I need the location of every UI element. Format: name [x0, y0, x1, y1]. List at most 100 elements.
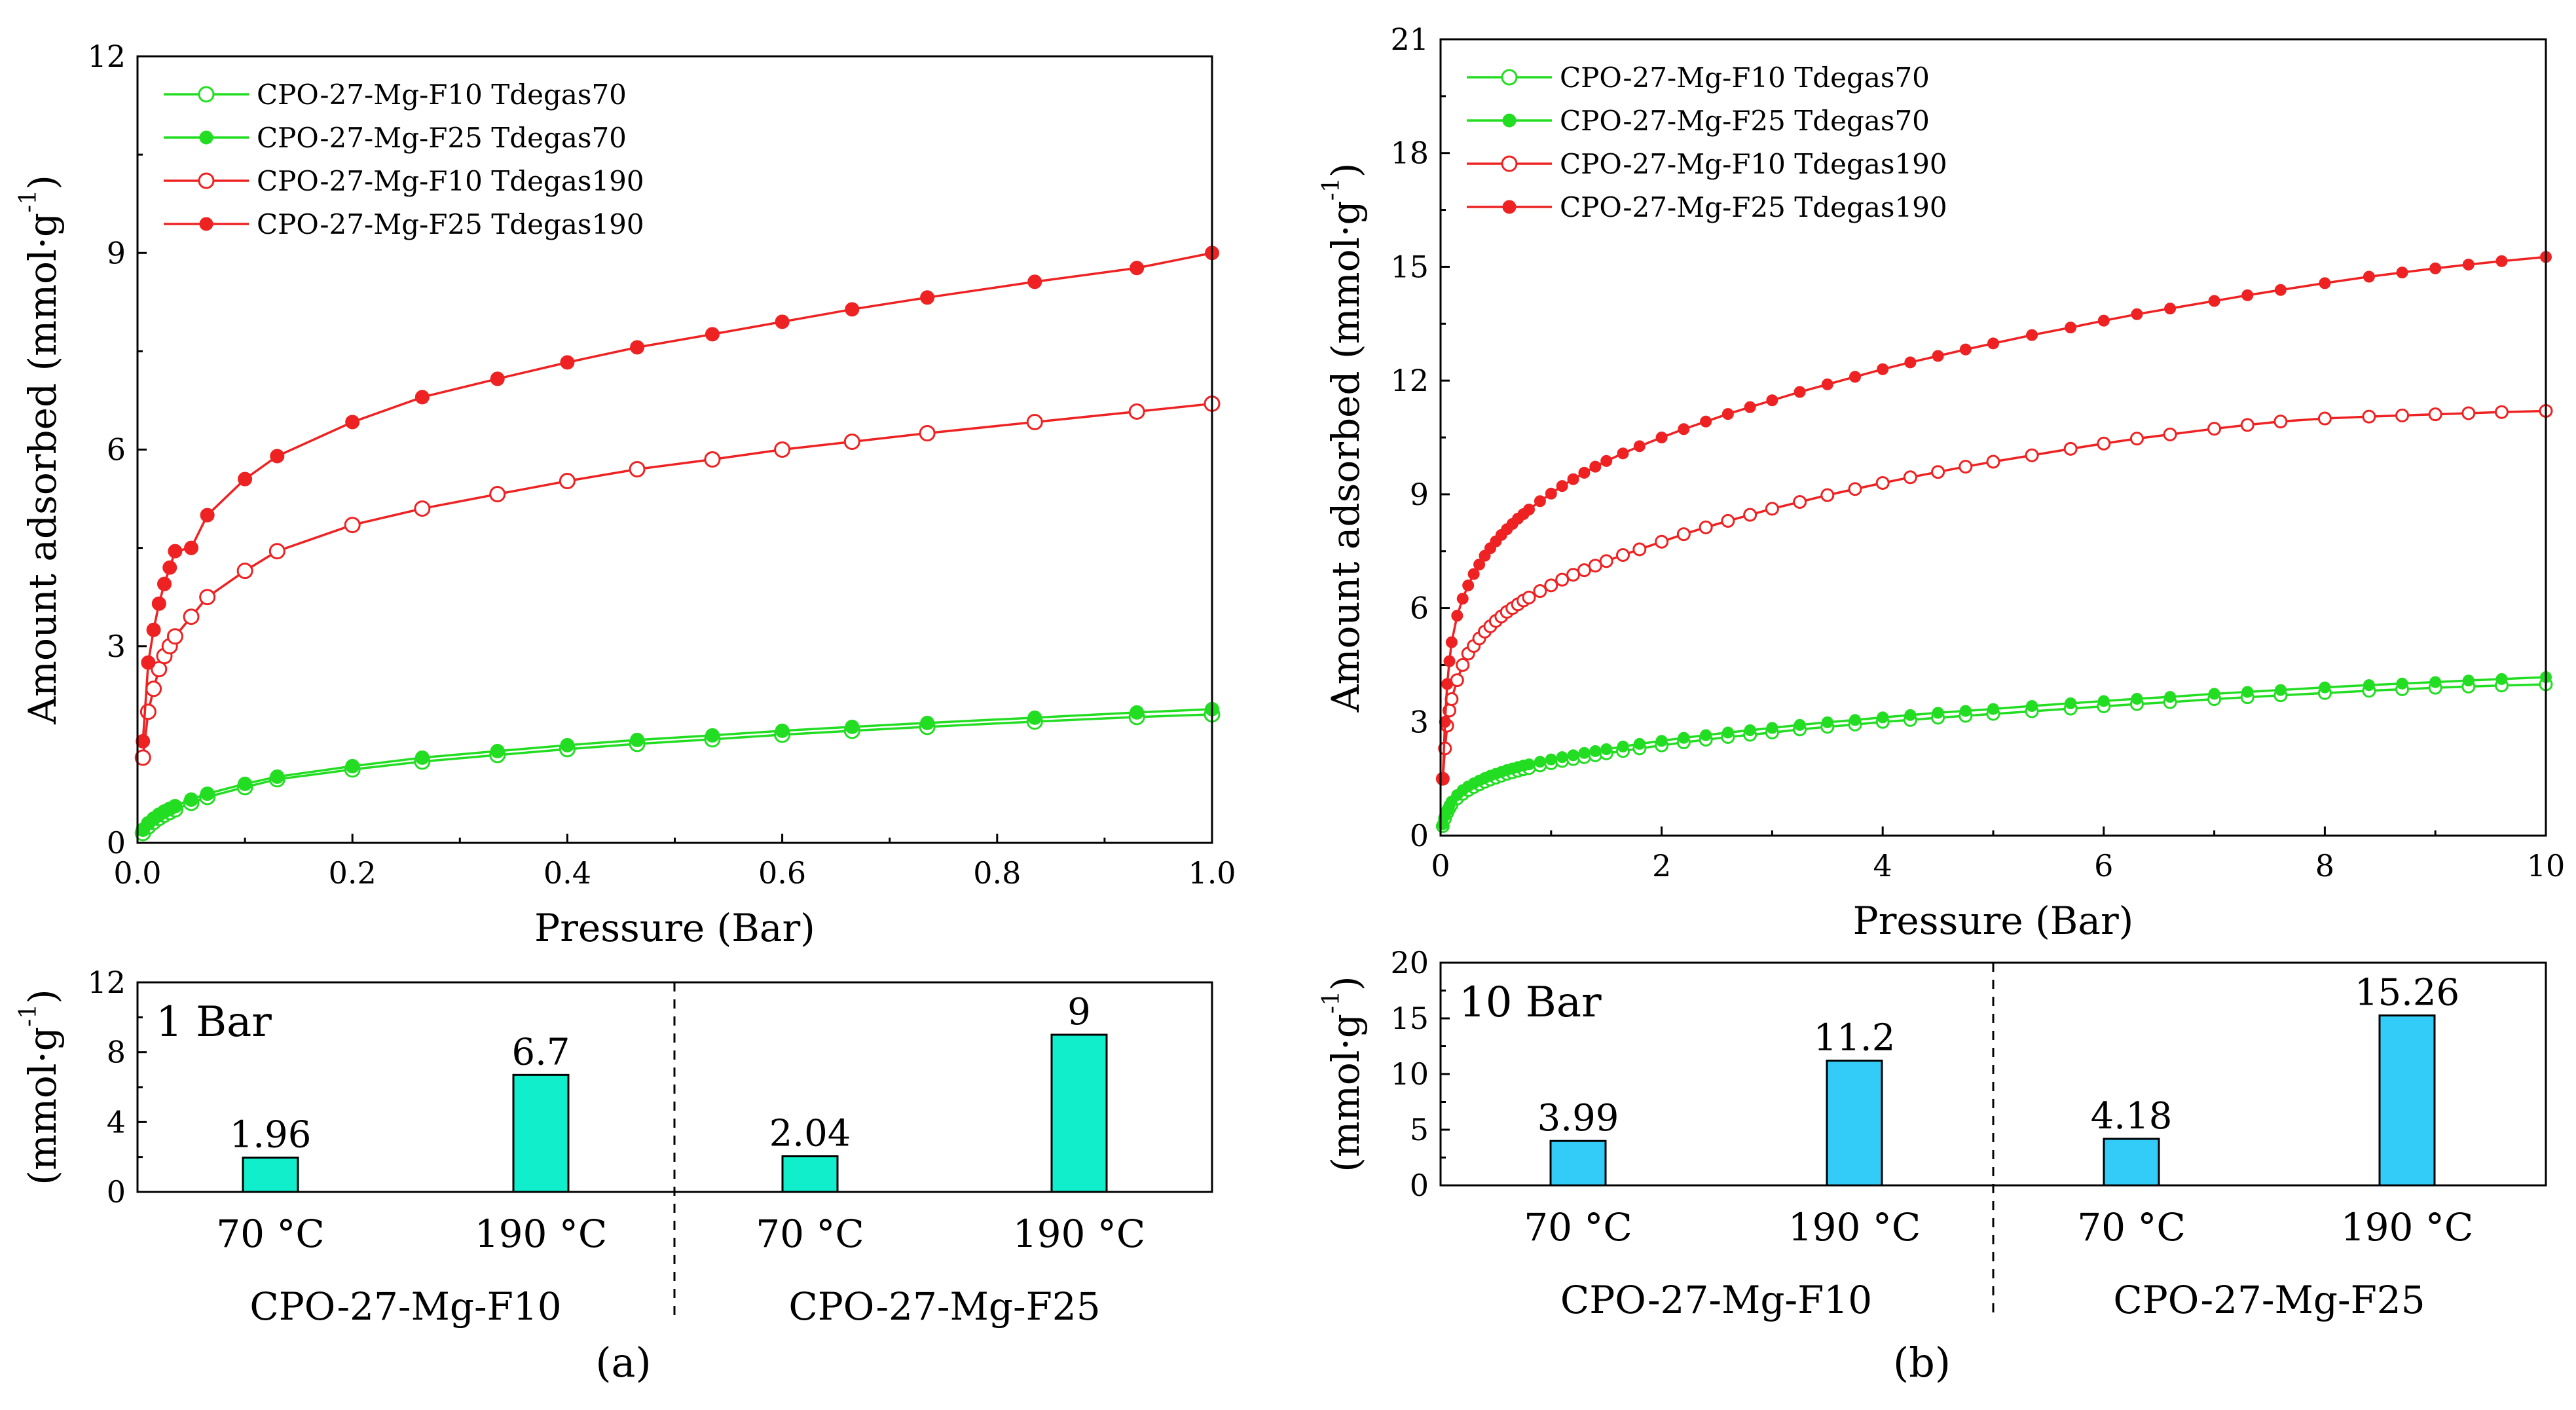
data-point: [1678, 732, 1690, 744]
y-tick-label: 3: [107, 629, 126, 664]
data-point: [1700, 729, 1712, 741]
data-point: [238, 472, 253, 487]
data-point: [1600, 455, 1613, 467]
data-point: [168, 544, 183, 559]
data-point: [1567, 749, 1579, 762]
x-axis-label: Pressure (Bar): [534, 906, 815, 950]
bar: [2103, 1138, 2160, 1187]
bar: [512, 1073, 570, 1193]
category-label: 190 °C: [475, 1212, 608, 1256]
data-point: [1522, 590, 1536, 604]
y-axis-label-close: ): [1323, 976, 1368, 991]
data-point: [236, 563, 253, 580]
plot-frame: [136, 981, 1213, 1193]
data-point: [184, 540, 199, 555]
data-point: [1820, 488, 1835, 502]
data-point: [1577, 563, 1591, 578]
data-point: [2241, 686, 2254, 698]
data-point: [168, 798, 183, 813]
data-point: [1533, 584, 1547, 599]
x-tick-label: 0: [1431, 848, 1450, 883]
category-label: 190 °C: [2341, 1205, 2474, 1250]
y-tick-label: 5: [1410, 1112, 1429, 1147]
data-point: [1588, 559, 1602, 573]
data-point: [2494, 405, 2509, 419]
data-point: [1904, 356, 1917, 369]
data-point: [1959, 705, 1972, 717]
data-point: [2163, 427, 2177, 441]
y-tick-label: 0: [107, 825, 126, 861]
y-axis-label-close: ): [1323, 163, 1368, 178]
pressure-note: 10 Bar: [1459, 978, 1602, 1027]
series-line: [1441, 255, 2547, 779]
y-tick-label: 8: [107, 1035, 126, 1070]
data-point: [489, 486, 506, 503]
data-point: [1128, 403, 1145, 420]
y-tick-label: 21: [1390, 22, 1429, 57]
data-point: [199, 589, 216, 606]
data-point: [2164, 691, 2177, 703]
data-point: [2363, 679, 2375, 692]
legend-entry: CPO-27-Mg-F25 Tdegas70: [1560, 105, 1930, 137]
data-point: [2240, 418, 2254, 432]
data-point: [1849, 714, 1861, 726]
series-line: [141, 251, 1213, 741]
data-point: [630, 732, 645, 747]
data-point: [414, 500, 431, 517]
series-1: [136, 701, 1219, 837]
data-point: [268, 543, 285, 560]
series-2: [1435, 403, 2553, 786]
y-tick-label: 9: [1410, 477, 1429, 512]
data-point: [2317, 411, 2332, 426]
data-point: [145, 680, 162, 697]
legend-marker: [198, 86, 215, 103]
data-point: [490, 371, 505, 386]
data-point: [1766, 722, 1778, 734]
y-axis-label-main: (mmol·g: [20, 1027, 65, 1185]
data-point: [146, 622, 161, 637]
bar-value-label: 11.2: [1814, 1017, 1896, 1060]
data-point: [845, 719, 860, 734]
data-point: [1616, 548, 1630, 563]
data-point: [2462, 258, 2475, 270]
bar-value-label: 2.04: [769, 1113, 851, 1155]
y-axis-label-sup: -1: [15, 190, 42, 213]
data-point: [2462, 675, 2475, 687]
data-point: [1555, 572, 1570, 587]
data-point: [1467, 568, 1480, 580]
data-point: [139, 703, 156, 720]
data-point: [344, 517, 361, 534]
data-point: [166, 628, 183, 645]
data-point: [1437, 773, 1449, 785]
series-line: [141, 402, 1213, 758]
data-point: [2495, 255, 2508, 267]
legend-marker: [1502, 113, 1517, 128]
a_bar-chart: 0 4 8 12 1.96 70 °C 6.7 190 °C 2.04 70 °C 9 190 °C C…: [15, 965, 1213, 1329]
data-point: [1959, 460, 1973, 474]
y-tick-label: 0: [107, 1174, 126, 1210]
data-point: [1456, 593, 1469, 605]
data-point: [1877, 363, 1889, 375]
y-tick-label: 12: [87, 965, 126, 1000]
data-point: [2495, 673, 2508, 685]
data-point: [629, 461, 646, 478]
data-point: [1700, 415, 1712, 428]
x-tick-label: 10: [2527, 848, 2566, 883]
bar-value-label: 9: [1067, 991, 1091, 1033]
y-tick-label: 12: [1390, 363, 1429, 398]
data-point: [183, 608, 200, 625]
data-point: [1744, 724, 1756, 737]
data-point: [1534, 756, 1546, 768]
data-point: [345, 758, 360, 773]
group-label: CPO-27-Mg-F10: [249, 1284, 561, 1329]
y-axis-label-main: Amount adsorbed (mmol·g: [20, 213, 65, 725]
data-point: [559, 473, 576, 490]
y-tick-label: 18: [1390, 136, 1429, 171]
data-point: [2164, 303, 2177, 315]
group-label: CPO-27-Mg-F25: [788, 1284, 1100, 1329]
x-tick-label: 0.0: [113, 855, 161, 891]
y-axis-label-main: (mmol·g: [1323, 1014, 1368, 1172]
data-point: [1676, 527, 1691, 542]
data-point: [2131, 308, 2143, 320]
data-point: [1931, 465, 1945, 479]
